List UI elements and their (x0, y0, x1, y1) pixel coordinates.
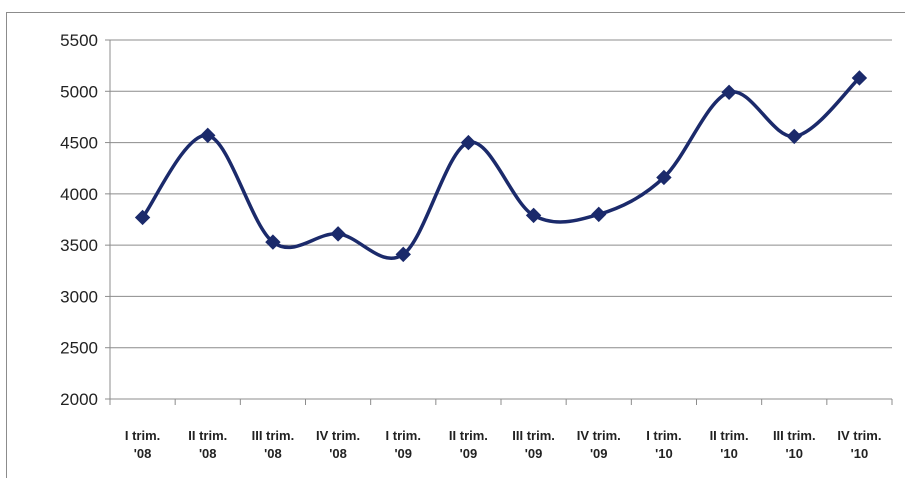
y-tick-label: 3000 (60, 287, 98, 306)
x-tick-label-line1: I trim. (386, 428, 421, 443)
x-tick-label-line1: IV trim. (577, 428, 621, 443)
x-tick-label: III trim. '08 (252, 428, 295, 461)
x-tick-label: I trim. '08 (125, 428, 160, 461)
y-tick-label: 2000 (60, 390, 98, 409)
x-tick-label: IV trim. '09 (577, 428, 621, 461)
y-tick-label: 4000 (60, 185, 98, 204)
x-tick-label-line2: '09 (525, 446, 543, 461)
x-tick-label-line2: '09 (590, 446, 608, 461)
x-tick-label: IV trim. '10 (837, 428, 881, 461)
x-tick-label-line1: II trim. (188, 428, 227, 443)
y-tick-label: 3500 (60, 236, 98, 255)
data-point-marker (200, 127, 216, 144)
x-tick-label: III trim. '10 (773, 428, 816, 461)
y-tick-label: 5000 (60, 82, 98, 101)
gridlines (110, 39, 892, 400)
x-tick-label-line1: II trim. (710, 428, 749, 443)
x-tick-label-line2: '08 (199, 446, 217, 461)
x-tick-label: IV trim. '08 (316, 428, 360, 461)
data-point-marker (330, 226, 346, 242)
y-tick-label: 5500 (60, 31, 98, 50)
y-tick-labels: 2000 2500 3000 3500 4000 4500 5000 5500 (60, 31, 98, 409)
data-point-marker (591, 206, 607, 223)
x-tick-label: II trim. '09 (449, 428, 488, 461)
data-point-marker (265, 234, 281, 250)
data-point-marker (851, 70, 868, 86)
data-point-marker (656, 169, 672, 186)
y-tick-label: 2500 (60, 339, 98, 358)
y-tick-label: 4500 (60, 134, 98, 153)
x-tick-label-line2: '10 (720, 446, 738, 461)
x-tick-label: II trim. '08 (188, 428, 227, 461)
data-point-marker (134, 209, 151, 226)
x-tick-label-line2: '10 (655, 446, 673, 461)
chart-frame (6, 12, 905, 478)
x-tick-label-line2: '08 (329, 446, 347, 461)
x-tick-label-line2: '09 (460, 446, 478, 461)
data-point-marker (721, 84, 737, 101)
x-tick-label-line1: I trim. (125, 428, 160, 443)
x-tick-label-line2: '10 (851, 446, 869, 461)
data-point-marker (786, 128, 802, 145)
data-point-marker (460, 134, 477, 151)
series-line (140, 76, 862, 261)
axes (105, 39, 893, 405)
x-tick-label-line2: '09 (394, 446, 412, 461)
x-tick-label-line1: III trim. (252, 428, 295, 443)
data-markers (134, 70, 868, 263)
data-point-marker (525, 207, 542, 224)
x-tick-label-line1: I trim. (646, 428, 681, 443)
x-tick-label-line1: III trim. (512, 428, 555, 443)
x-tick-label-line1: II trim. (449, 428, 488, 443)
data-point-marker (395, 246, 411, 263)
series (140, 76, 862, 261)
x-tick-label: I trim. '10 (646, 428, 681, 461)
x-tick-label-line1: IV trim. (316, 428, 360, 443)
x-tick-label-line1: III trim. (773, 428, 816, 443)
x-tick-label-line2: '08 (264, 446, 282, 461)
x-tick-label: II trim. '10 (710, 428, 749, 461)
x-tick-label: I trim. '09 (386, 428, 421, 461)
x-tick-label-line1: IV trim. (837, 428, 881, 443)
x-tick-label: III trim. '09 (512, 428, 555, 461)
x-tick-label-line2: '10 (785, 446, 803, 461)
x-tick-label-line2: '08 (134, 446, 152, 461)
